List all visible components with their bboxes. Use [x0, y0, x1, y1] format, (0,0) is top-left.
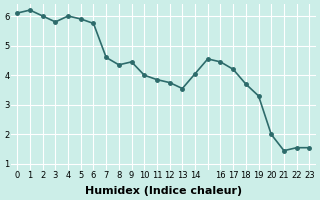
X-axis label: Humidex (Indice chaleur): Humidex (Indice chaleur) — [85, 186, 242, 196]
